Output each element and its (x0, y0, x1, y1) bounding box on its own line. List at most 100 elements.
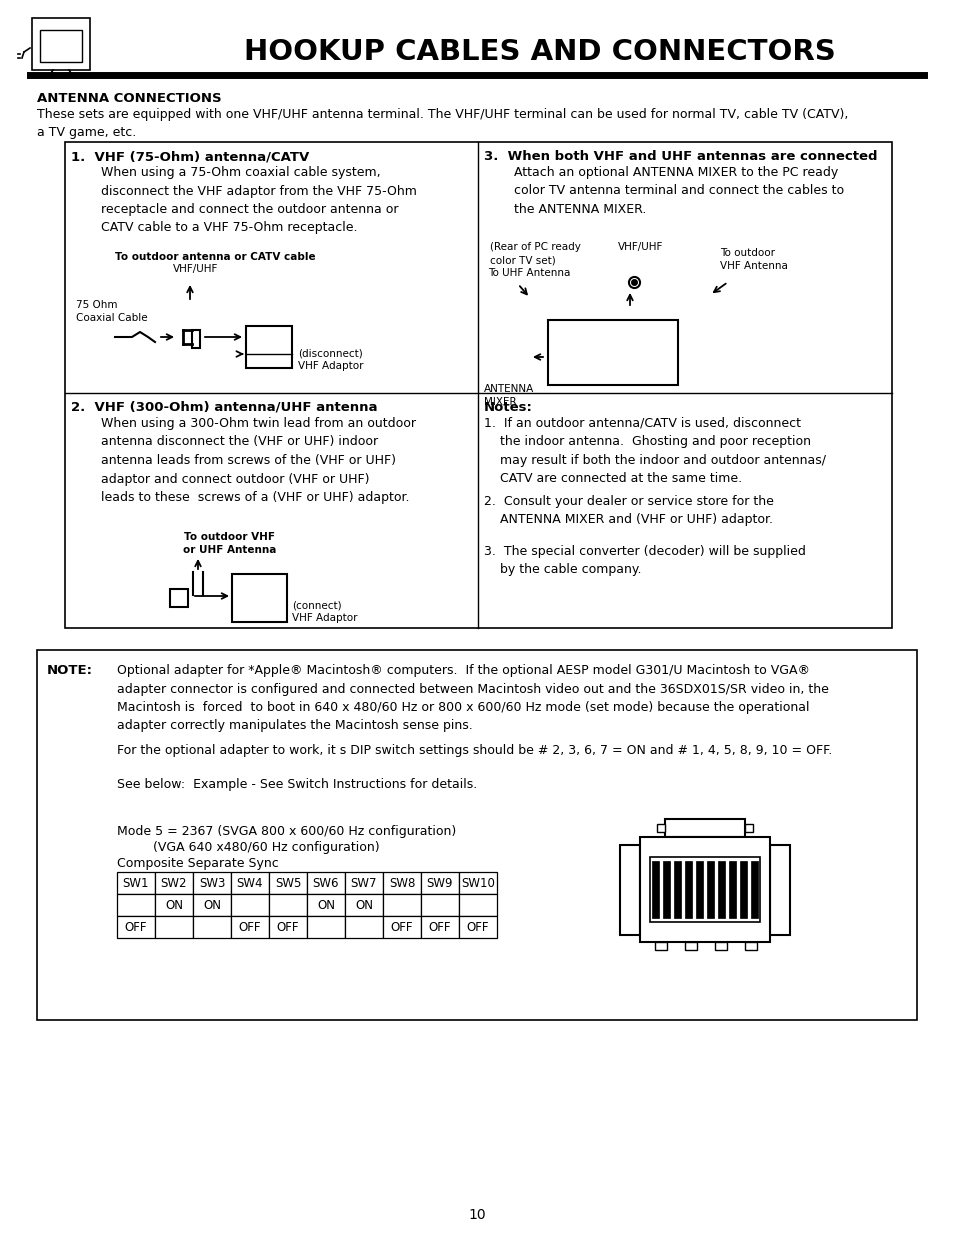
Bar (420, 894, 458, 916)
Text: Notes:: Notes: (483, 401, 533, 414)
Bar (714, 942, 726, 950)
Text: ANTENNA CONNECTIONS: ANTENNA CONNECTIONS (37, 91, 221, 105)
Text: SW8: SW8 (389, 877, 415, 890)
Text: 3.  When both VHF and UHF antennas are connected: 3. When both VHF and UHF antennas are co… (483, 149, 877, 163)
Text: (VGA 640 x480/60 Hz configuration): (VGA 640 x480/60 Hz configuration) (117, 841, 379, 853)
Text: ON: ON (316, 899, 335, 911)
Text: OFF: OFF (466, 921, 489, 934)
Text: When using a 75-Ohm coaxial cable system,
    disconnect the VHF adaptor from th: When using a 75-Ohm coaxial cable system… (85, 165, 416, 235)
Text: SW7: SW7 (351, 877, 376, 890)
Bar (246, 326, 292, 368)
Text: SW1: SW1 (123, 877, 149, 890)
Text: OFF: OFF (276, 921, 299, 934)
Text: OFF: OFF (428, 921, 451, 934)
Bar (231, 872, 269, 894)
Text: SW3: SW3 (198, 877, 225, 890)
Bar (154, 894, 193, 916)
Bar (154, 916, 193, 939)
Bar (382, 872, 420, 894)
Bar (728, 861, 736, 918)
Text: 75 Ohm
Coaxial Cable: 75 Ohm Coaxial Cable (76, 300, 148, 324)
Text: SW6: SW6 (313, 877, 339, 890)
Text: Mode 5 = 2367 (SVGA 800 x 600/60 Hz configuration): Mode 5 = 2367 (SVGA 800 x 600/60 Hz conf… (117, 825, 456, 839)
Bar (269, 894, 307, 916)
Text: ON: ON (203, 899, 221, 911)
Bar (170, 589, 188, 606)
Bar (231, 894, 269, 916)
Bar (269, 916, 307, 939)
Bar (232, 574, 287, 622)
Text: For the optional adapter to work, it s DIP switch settings should be # 2, 3, 6, : For the optional adapter to work, it s D… (117, 743, 831, 757)
Bar (307, 872, 345, 894)
Bar (673, 861, 680, 918)
Text: SW5: SW5 (274, 877, 301, 890)
Bar (739, 861, 746, 918)
Text: Composite Separate Sync: Composite Separate Sync (117, 857, 278, 869)
Bar (117, 872, 154, 894)
Bar (664, 819, 744, 837)
Text: Optional adapter for *Apple® Macintosh® computers.  If the optional AESP model G: Optional adapter for *Apple® Macintosh® … (117, 664, 828, 732)
Text: 3.  The special converter (decoder) will be supplied
    by the cable company.: 3. The special converter (decoder) will … (483, 545, 805, 577)
Bar (744, 942, 757, 950)
Text: SW10: SW10 (460, 877, 495, 890)
Bar (193, 872, 231, 894)
Bar (382, 916, 420, 939)
Text: OFF: OFF (125, 921, 147, 934)
Bar (717, 861, 724, 918)
Text: VHF/UHF: VHF/UHF (173, 264, 218, 274)
Bar (651, 861, 659, 918)
Text: When using a 300-Ohm twin lead from an outdoor
    antenna disconnect the (VHF o: When using a 300-Ohm twin lead from an o… (85, 417, 416, 504)
Bar (307, 894, 345, 916)
Text: OFF: OFF (238, 921, 261, 934)
Text: See below:  Example - See Switch Instructions for details.: See below: Example - See Switch Instruct… (117, 778, 476, 790)
Bar (458, 894, 497, 916)
Bar (420, 872, 458, 894)
Text: To outdoor
VHF Antenna: To outdoor VHF Antenna (720, 248, 787, 272)
Bar (547, 320, 678, 385)
Bar (193, 916, 231, 939)
Bar (639, 837, 769, 942)
Text: To outdoor antenna or CATV cable: To outdoor antenna or CATV cable (114, 252, 315, 262)
Text: 1.  If an outdoor antenna/CATV is used, disconnect
    the indoor antenna.  Ghos: 1. If an outdoor antenna/CATV is used, d… (483, 417, 825, 485)
Bar (117, 916, 154, 939)
Bar (40, 30, 82, 62)
Bar (269, 872, 307, 894)
Text: (Rear of PC ready
color TV set): (Rear of PC ready color TV set) (490, 242, 580, 266)
Bar (684, 942, 697, 950)
Bar (32, 19, 90, 70)
Bar (117, 894, 154, 916)
Text: ON: ON (355, 899, 373, 911)
Bar (744, 824, 752, 832)
Bar (458, 872, 497, 894)
Text: 1.  VHF (75-Ohm) antenna/CATV: 1. VHF (75-Ohm) antenna/CATV (71, 149, 309, 163)
Text: (disconnect)
VHF Adaptor: (disconnect) VHF Adaptor (297, 348, 363, 372)
Bar (37, 650, 916, 1020)
Text: These sets are equipped with one VHF/UHF antenna terminal. The VHF/UHF terminal : These sets are equipped with one VHF/UHF… (37, 107, 847, 140)
Bar (655, 942, 666, 950)
Text: (connect)
VHF Adaptor: (connect) VHF Adaptor (292, 600, 357, 624)
Text: SW2: SW2 (161, 877, 187, 890)
Bar (662, 861, 670, 918)
Text: 2.  Consult your dealer or service store for the
    ANTENNA MIXER and (VHF or U: 2. Consult your dealer or service store … (483, 495, 773, 526)
Bar (420, 916, 458, 939)
Text: Attach an optional ANTENNA MIXER to the PC ready
    color TV antenna terminal a: Attach an optional ANTENNA MIXER to the … (497, 165, 843, 216)
Bar (382, 894, 420, 916)
Bar (65, 142, 891, 629)
Text: NOTE:: NOTE: (47, 664, 92, 677)
Text: 2.  VHF (300-Ohm) antenna/UHF antenna: 2. VHF (300-Ohm) antenna/UHF antenna (71, 401, 377, 414)
Bar (307, 916, 345, 939)
Text: VHF/UHF: VHF/UHF (618, 242, 662, 252)
Text: SW4: SW4 (236, 877, 263, 890)
Bar (458, 916, 497, 939)
Bar (192, 330, 200, 348)
Bar (345, 872, 382, 894)
Text: 10: 10 (468, 1208, 485, 1221)
Bar (684, 861, 692, 918)
Bar (706, 861, 714, 918)
Bar (345, 894, 382, 916)
Text: To outdoor VHF
or UHF Antenna: To outdoor VHF or UHF Antenna (183, 532, 276, 556)
Text: ANTENNA
MIXER: ANTENNA MIXER (483, 384, 534, 408)
Bar (193, 894, 231, 916)
Bar (345, 916, 382, 939)
Text: SW9: SW9 (426, 877, 453, 890)
